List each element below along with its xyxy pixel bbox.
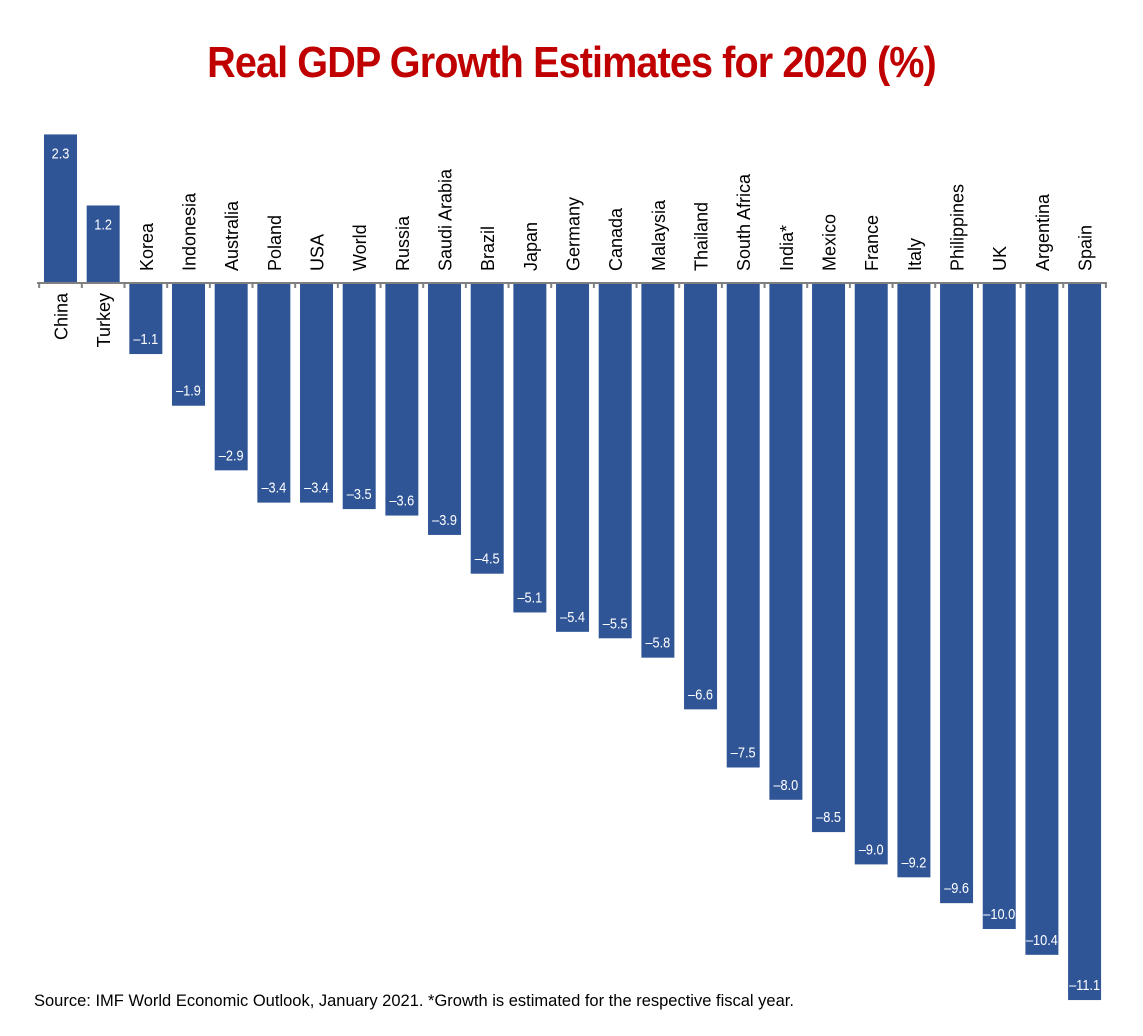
category-label: Australia xyxy=(222,200,242,271)
category-label: South Africa xyxy=(734,173,754,271)
category-label: Mexico xyxy=(820,214,840,271)
data-label: 1.2 xyxy=(94,215,112,232)
category-label: Poland xyxy=(265,215,285,271)
bar-south-africa xyxy=(726,283,760,768)
bar-malaysia xyxy=(641,283,675,658)
bar-china xyxy=(44,134,77,283)
bar-germany xyxy=(556,283,590,632)
category-label: Saudi Arabia xyxy=(436,168,456,271)
bar-turkey xyxy=(86,205,120,283)
bar-canada xyxy=(598,283,632,639)
data-label: –1.1 xyxy=(133,330,158,347)
category-label: Germany xyxy=(564,197,584,271)
data-label: –10.4 xyxy=(1026,931,1058,948)
bar-brazil xyxy=(470,283,504,574)
data-label: –3.4 xyxy=(261,479,286,496)
bar-japan xyxy=(513,283,547,613)
bar-uk xyxy=(982,283,1016,929)
bar-mexico xyxy=(812,283,846,833)
category-label: UK xyxy=(990,246,1010,271)
category-label: India* xyxy=(777,225,797,271)
bar-spain xyxy=(1068,283,1102,1001)
data-label: –9.2 xyxy=(901,853,926,870)
category-label: Argentina xyxy=(1033,193,1053,271)
category-label: World xyxy=(350,224,370,271)
data-label: –9.6 xyxy=(944,879,969,896)
data-label: –1.9 xyxy=(176,382,201,399)
bar-india- xyxy=(769,283,803,800)
data-label: –2.9 xyxy=(219,446,244,463)
category-label: Turkey xyxy=(94,293,114,347)
category-label: China xyxy=(52,292,72,340)
bar-philippines xyxy=(940,283,974,904)
category-label: Russia xyxy=(393,215,413,271)
category-label: Philippines xyxy=(948,184,968,271)
data-label: –8.5 xyxy=(816,808,841,825)
bar-indonesia xyxy=(172,283,206,406)
data-label: –5.5 xyxy=(603,614,628,631)
data-label: –10.0 xyxy=(983,905,1015,922)
data-label: –5.4 xyxy=(560,608,585,625)
category-label: France xyxy=(862,215,882,271)
source-note: Source: IMF World Economic Outlook, Janu… xyxy=(34,992,794,1010)
category-label: Canada xyxy=(606,207,626,271)
category-label: Korea xyxy=(137,222,157,271)
bar-saudi-arabia xyxy=(428,283,462,535)
category-label: Japan xyxy=(521,222,541,271)
category-label: Indonesia xyxy=(180,192,200,271)
bar-france xyxy=(854,283,888,865)
category-label: Thailand xyxy=(692,202,712,271)
bar-poland xyxy=(257,283,291,503)
data-label: –3.5 xyxy=(347,485,372,502)
data-label: –5.1 xyxy=(517,588,542,605)
bar-world xyxy=(342,283,376,510)
category-label: Brazil xyxy=(478,226,498,271)
category-label: Malaysia xyxy=(649,199,669,271)
data-label: –4.5 xyxy=(475,550,500,567)
bar-italy xyxy=(897,283,931,878)
data-label: –3.6 xyxy=(389,492,414,509)
bar-russia xyxy=(385,283,419,516)
bar-thailand xyxy=(684,283,718,710)
data-label: –11.1 xyxy=(1069,976,1100,993)
chart-title: Real GDP Growth Estimates for 2020 (%) xyxy=(207,38,937,87)
data-label: –3.4 xyxy=(304,479,329,496)
data-label: –8.0 xyxy=(773,776,798,793)
category-label: Spain xyxy=(1076,225,1096,271)
data-label: –3.9 xyxy=(432,511,457,528)
bar-korea xyxy=(129,283,163,355)
category-label: Italy xyxy=(905,238,925,271)
category-label: USA xyxy=(308,234,328,271)
data-label: 2.3 xyxy=(52,144,70,161)
bar-usa xyxy=(300,283,334,503)
bar-australia xyxy=(214,283,248,471)
bar-argentina xyxy=(1025,283,1059,955)
data-label: –7.5 xyxy=(731,743,756,760)
data-label: –6.6 xyxy=(688,685,713,702)
data-label: –5.8 xyxy=(645,634,670,651)
data-label: –9.0 xyxy=(859,840,884,857)
